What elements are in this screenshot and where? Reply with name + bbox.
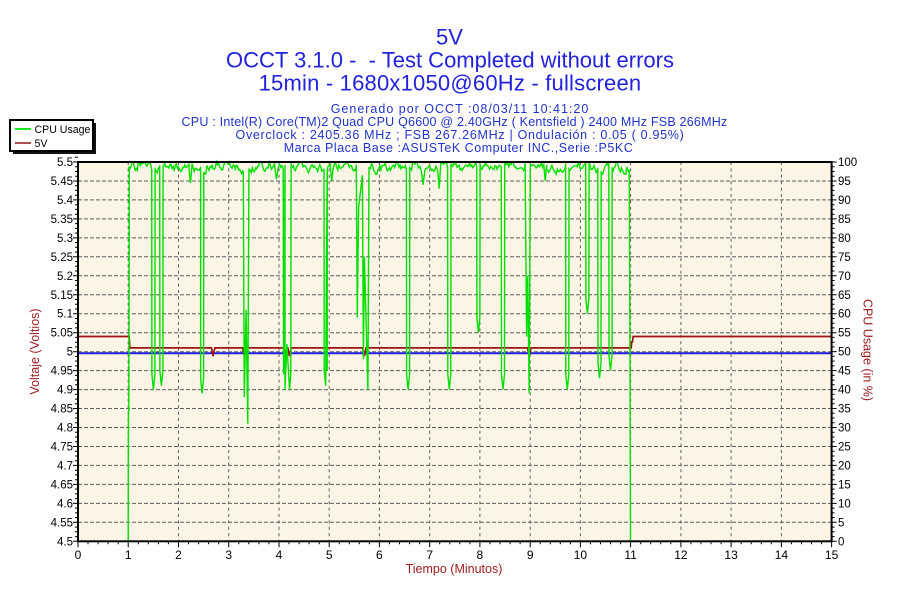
svg-text:5.1: 5.1 bbox=[57, 309, 73, 321]
svg-text:4.6: 4.6 bbox=[57, 498, 73, 510]
svg-text:14: 14 bbox=[775, 548, 789, 562]
svg-text:5.25: 5.25 bbox=[51, 252, 73, 264]
svg-text:OCCT 3.1.0 - - Test Completed: OCCT 3.1.0 - - Test Completed without er… bbox=[226, 48, 674, 73]
svg-text:10: 10 bbox=[838, 498, 851, 510]
svg-text:5.05: 5.05 bbox=[51, 328, 73, 340]
svg-text:Voltaje (Voltios): Voltaje (Voltios) bbox=[28, 308, 42, 394]
svg-text:5: 5 bbox=[67, 347, 73, 359]
svg-text:13: 13 bbox=[724, 548, 738, 562]
svg-text:12: 12 bbox=[674, 548, 688, 562]
svg-text:85: 85 bbox=[838, 214, 851, 226]
svg-text:8: 8 bbox=[477, 548, 484, 562]
svg-text:30: 30 bbox=[838, 423, 851, 435]
svg-text:40: 40 bbox=[838, 385, 851, 397]
svg-text:4.9: 4.9 bbox=[57, 385, 73, 397]
svg-text:95: 95 bbox=[838, 176, 851, 188]
svg-text:10: 10 bbox=[574, 548, 588, 562]
svg-text:4.55: 4.55 bbox=[51, 517, 73, 529]
svg-text:5.35: 5.35 bbox=[51, 214, 73, 226]
svg-text:4.85: 4.85 bbox=[51, 404, 73, 416]
svg-text:Marca Placa Base :ASUSTeK Comp: Marca Placa Base :ASUSTeK Computer INC.,… bbox=[284, 141, 634, 155]
svg-text:Generado por OCCT :08/03/11 10: Generado por OCCT :08/03/11 10:41:20 bbox=[331, 102, 590, 116]
svg-text:5V: 5V bbox=[35, 138, 49, 150]
svg-text:35: 35 bbox=[838, 404, 851, 416]
svg-text:9: 9 bbox=[527, 548, 534, 562]
svg-text:4.75: 4.75 bbox=[51, 442, 73, 454]
svg-text:20: 20 bbox=[838, 460, 851, 472]
svg-text:15: 15 bbox=[825, 548, 839, 562]
svg-text:4.95: 4.95 bbox=[51, 366, 73, 378]
svg-text:CPU : Intel(R) Core(TM)2 Quad: CPU : Intel(R) Core(TM)2 Quad CPU Q6600 … bbox=[182, 115, 728, 129]
svg-text:45: 45 bbox=[838, 366, 851, 378]
svg-text:100: 100 bbox=[838, 157, 857, 169]
svg-text:1: 1 bbox=[125, 548, 132, 562]
svg-text:CPU Usage: CPU Usage bbox=[35, 124, 91, 136]
svg-text:4.5: 4.5 bbox=[57, 536, 73, 548]
svg-text:5: 5 bbox=[838, 517, 844, 529]
svg-text:3: 3 bbox=[225, 548, 232, 562]
svg-text:5V: 5V bbox=[436, 25, 463, 50]
svg-text:Overclock : 2405.36 MHz ; FSB: Overclock : 2405.36 MHz ; FSB 267.26MHz … bbox=[236, 128, 685, 142]
svg-text:CPU Usage (in %): CPU Usage (in %) bbox=[861, 299, 875, 401]
svg-text:55: 55 bbox=[838, 328, 851, 340]
svg-text:0: 0 bbox=[75, 548, 82, 562]
svg-text:70: 70 bbox=[838, 271, 851, 283]
svg-text:2: 2 bbox=[175, 548, 182, 562]
svg-text:5.45: 5.45 bbox=[51, 176, 73, 188]
svg-text:5: 5 bbox=[326, 548, 333, 562]
svg-text:6: 6 bbox=[376, 548, 383, 562]
svg-text:5.4: 5.4 bbox=[57, 195, 74, 207]
svg-text:4: 4 bbox=[276, 548, 283, 562]
svg-text:4.65: 4.65 bbox=[51, 479, 73, 491]
svg-text:50: 50 bbox=[838, 347, 851, 359]
svg-text:15: 15 bbox=[838, 479, 851, 491]
svg-text:60: 60 bbox=[838, 309, 851, 321]
svg-text:75: 75 bbox=[838, 252, 851, 264]
svg-text:4.8: 4.8 bbox=[57, 423, 73, 435]
svg-text:Tiempo (Minutos): Tiempo (Minutos) bbox=[406, 562, 503, 576]
svg-text:4.7: 4.7 bbox=[57, 460, 73, 472]
svg-text:7: 7 bbox=[426, 548, 433, 562]
svg-text:25: 25 bbox=[838, 442, 851, 454]
svg-text:15min - 1680x1050@60Hz - fulls: 15min - 1680x1050@60Hz - fullscreen bbox=[259, 71, 642, 96]
svg-text:5.2: 5.2 bbox=[57, 271, 73, 283]
svg-text:5.3: 5.3 bbox=[57, 233, 73, 245]
svg-text:80: 80 bbox=[838, 233, 851, 245]
svg-text:5.5: 5.5 bbox=[57, 157, 73, 169]
svg-text:90: 90 bbox=[838, 195, 851, 207]
svg-text:0: 0 bbox=[838, 536, 844, 548]
svg-text:5.15: 5.15 bbox=[51, 290, 73, 302]
svg-text:65: 65 bbox=[838, 290, 851, 302]
svg-text:11: 11 bbox=[624, 548, 637, 562]
